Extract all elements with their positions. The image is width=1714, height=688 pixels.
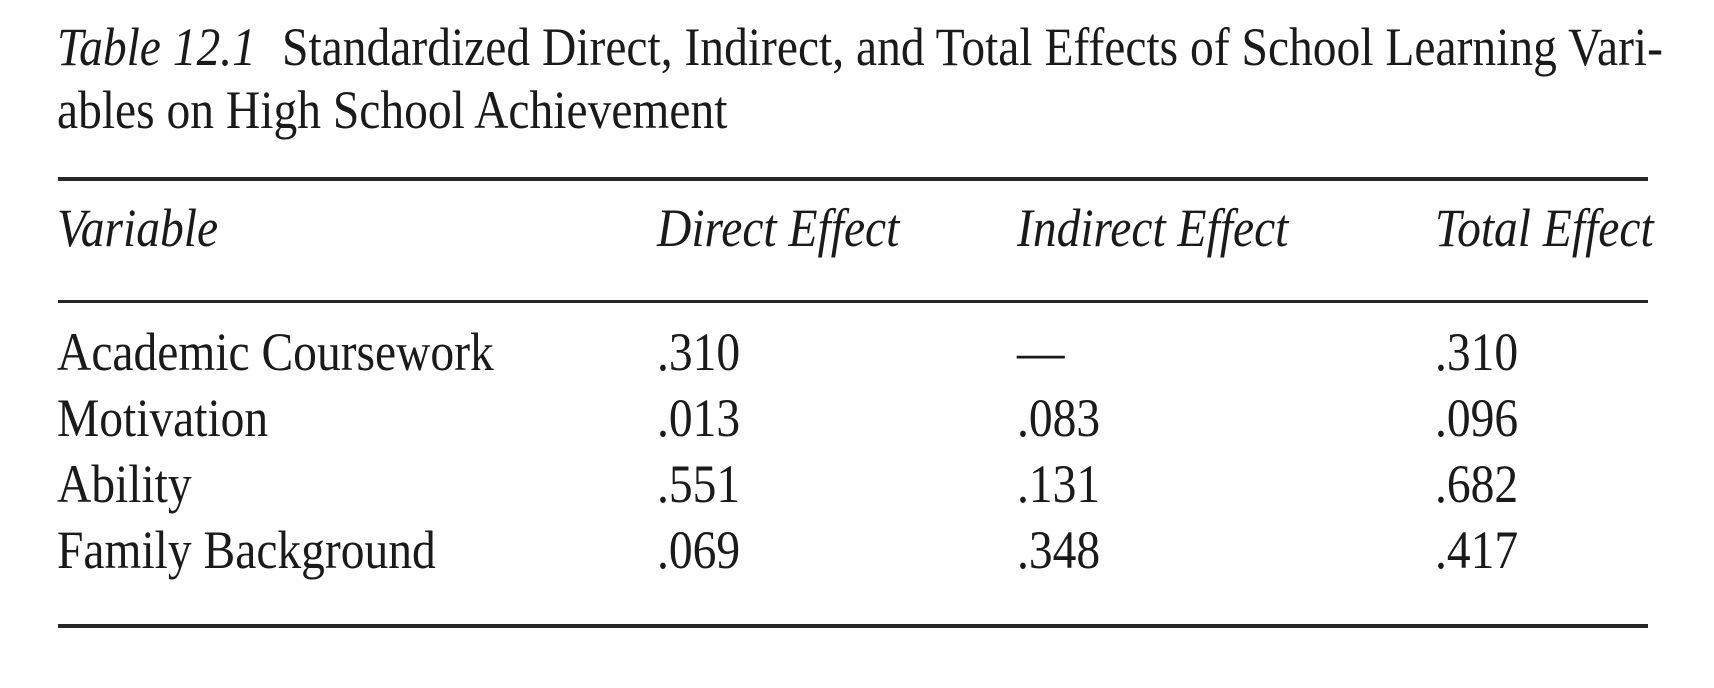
cell-direct-effect: .310 [657, 322, 741, 382]
table-number: Table 12.1 [57, 17, 256, 77]
column-header-indirect-effect: Indirect Effect [1017, 198, 1289, 258]
cell-total-effect: .417 [1435, 520, 1519, 580]
table-top-rule [58, 177, 1648, 181]
cell-total-effect: .096 [1435, 388, 1519, 448]
cell-direct-effect: .551 [657, 454, 741, 514]
cell-variable: Family Background [57, 520, 436, 580]
table-bottom-rule [58, 624, 1648, 628]
title-line-2: ables on High School Achievement [57, 79, 727, 142]
table-row: Academic Coursework .310 — .310 [57, 319, 1650, 385]
cell-variable: Academic Coursework [57, 322, 494, 382]
table-row: Family Background .069 .348 .417 [57, 517, 1650, 583]
em-dash: — [1017, 322, 1065, 382]
cell-direct-effect: .069 [657, 520, 741, 580]
cell-indirect-effect: .131 [1017, 454, 1101, 514]
cell-total-effect: .310 [1435, 322, 1519, 382]
cell-indirect-effect: — [1017, 319, 1435, 385]
column-header-variable: Variable [57, 198, 219, 258]
effects-table-body: Academic Coursework .310 — .310 Motivati… [57, 319, 1650, 583]
title-text-line2: ables on High School Achievement [57, 80, 728, 140]
column-header-total-effect: Total Effect [1435, 198, 1654, 258]
cell-variable: Motivation [57, 388, 269, 448]
table-row: Ability .551 .131 .682 [57, 451, 1650, 517]
cell-direct-effect: .013 [657, 388, 741, 448]
page-title: Table 12.1 Standardized Direct, Indirect,… [57, 16, 1714, 142]
title-line-1: Table 12.1 Standardized Direct, Indirect,… [57, 16, 1663, 79]
cell-indirect-effect: .083 [1017, 388, 1101, 448]
table-header-rule [58, 300, 1648, 303]
column-header-direct-effect: Direct Effect [657, 198, 900, 258]
table-header-row: Variable Direct Effect Indirect Effect T… [57, 198, 1654, 258]
table-row: Motivation .013 .083 .096 [57, 385, 1650, 451]
cell-indirect-effect: .348 [1017, 520, 1101, 580]
cell-total-effect: .682 [1435, 454, 1519, 514]
title-text-line1: Standardized Direct, Indirect, and Total… [282, 17, 1663, 77]
cell-variable: Ability [57, 454, 192, 514]
